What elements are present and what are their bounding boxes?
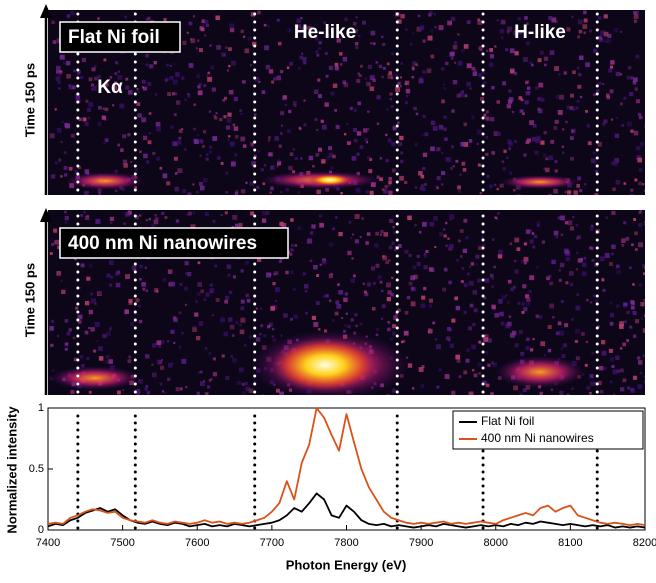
annotation: H-like — [514, 22, 566, 43]
x-tick-label: 7800 — [334, 537, 358, 549]
x-tick-label: 8100 — [558, 537, 582, 549]
annotation: Kα — [97, 77, 123, 98]
legend-label: Flat Ni foil — [481, 414, 534, 428]
series-line — [47, 492, 646, 529]
x-tick-label: 8200 — [633, 537, 656, 549]
y-label: Time 150 ps — [22, 263, 37, 337]
x-axis-title: Photon Energy (eV) — [286, 557, 407, 572]
legend-box — [452, 410, 644, 450]
time-arrow — [40, 4, 52, 395]
y-label: Time 150 ps — [22, 63, 37, 137]
label-box — [59, 227, 289, 259]
y-tick-label: 0 — [38, 524, 44, 536]
annotation: He-like — [294, 22, 356, 43]
panel-label: 400 nm Ni nanowires — [68, 233, 257, 254]
x-tick-label: 7500 — [110, 537, 134, 549]
y-tick-label: 0.5 — [29, 463, 44, 475]
streak-image — [48, 10, 645, 195]
x-tick-label: 7400 — [36, 537, 60, 549]
legend-label: 400 nm Ni nanowires — [481, 431, 594, 445]
y-tick-label: 1 — [38, 402, 44, 414]
panel-label: Flat Ni foil — [68, 27, 160, 48]
x-tick-label: 7900 — [409, 537, 433, 549]
y-axis-title: Normalized intensity — [4, 406, 19, 534]
label-box — [59, 21, 181, 53]
x-tick-label: 7600 — [185, 537, 209, 549]
x-tick-label: 8000 — [484, 537, 508, 549]
series-line — [47, 407, 646, 527]
x-tick-label: 7700 — [260, 537, 284, 549]
